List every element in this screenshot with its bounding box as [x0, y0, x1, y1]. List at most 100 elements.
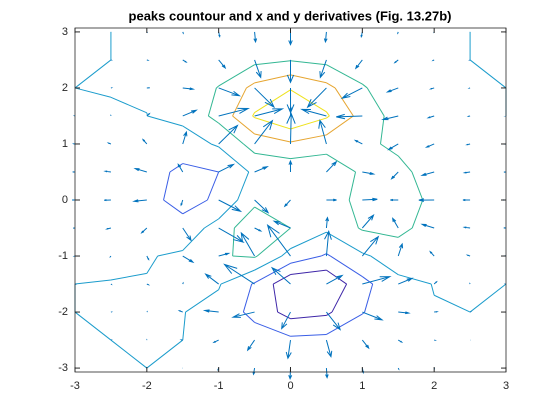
y-tick-label: 0 — [62, 194, 68, 206]
gradient-arrow — [300, 108, 327, 117]
gradient-arrow — [272, 220, 291, 229]
gradient-arrow — [182, 130, 188, 145]
y-tick-label: 1 — [62, 138, 68, 150]
y-tick-label: 3 — [62, 26, 68, 38]
contour-line — [252, 115, 255, 118]
contour-line — [237, 171, 250, 201]
gradient-arrow — [218, 107, 251, 117]
gradient-arrow — [325, 368, 329, 379]
contour-line — [348, 199, 359, 229]
gradient-arrow — [254, 165, 269, 173]
gradient-arrow — [140, 227, 148, 234]
contour-line — [326, 111, 330, 117]
gradient-arrow — [285, 339, 292, 360]
x-tick-label: 1 — [359, 380, 365, 392]
contour-line — [220, 269, 255, 285]
contour-line — [290, 74, 327, 84]
gradient-arrow — [281, 311, 291, 330]
gradient-arrow — [306, 87, 327, 109]
contour-line — [272, 283, 279, 313]
gradient-arrow — [252, 367, 256, 376]
contour-line — [290, 333, 327, 337]
gradient-arrow — [390, 198, 399, 202]
y-tick-label: 2 — [62, 82, 68, 94]
contour-line — [290, 117, 327, 130]
contour-line — [218, 199, 238, 220]
gradient-arrow — [387, 143, 399, 151]
contour-line — [326, 231, 363, 254]
contour-line — [277, 311, 291, 320]
gradient-arrow — [180, 199, 184, 207]
gradient-arrow — [146, 283, 151, 286]
contour-line — [320, 253, 327, 257]
gradient-arrow — [429, 250, 435, 257]
contour-line — [163, 199, 184, 215]
gradient-arrow — [340, 87, 363, 100]
y-tick-label: -3 — [58, 362, 68, 374]
y-tick-label: -2 — [58, 306, 68, 318]
contour-line — [185, 289, 219, 313]
contour-line — [218, 146, 250, 173]
contour-line — [411, 171, 424, 201]
contour-line — [232, 255, 255, 258]
gradient-arrow — [182, 87, 196, 91]
gradient-arrow — [288, 159, 293, 172]
contour-line — [242, 283, 253, 313]
contour-line — [216, 85, 219, 89]
gradient-arrow — [182, 255, 195, 264]
gradient-arrow — [212, 339, 219, 344]
gradient-arrow — [318, 119, 327, 145]
gradient-arrow — [103, 170, 111, 173]
gradient-arrow — [397, 339, 404, 343]
contour-line — [182, 227, 205, 251]
gradient-arrow — [323, 31, 328, 44]
contour-line — [206, 171, 220, 201]
gradient-arrow — [390, 171, 399, 180]
gradient-arrow — [424, 143, 435, 148]
gradient-arrow — [223, 263, 255, 285]
gradient-arrow — [286, 59, 295, 84]
gradient-arrow — [462, 226, 471, 229]
gradient-arrow — [218, 199, 243, 213]
gradient-arrow — [182, 31, 184, 35]
gradient-arrow — [398, 277, 414, 285]
contour-line — [254, 117, 291, 130]
contour-line — [146, 339, 184, 369]
gradient-arrow — [465, 254, 471, 257]
contour-line — [290, 153, 327, 160]
contour-line — [362, 252, 371, 257]
gradient-arrow — [146, 112, 151, 117]
y-tick-label: -1 — [58, 250, 68, 262]
gradient-arrow — [204, 273, 219, 285]
gradient-arrow — [254, 108, 285, 117]
gradient-arrow — [254, 227, 263, 232]
gradient-arrow — [182, 109, 198, 117]
contour-line — [254, 255, 258, 258]
gradient-arrow — [246, 339, 255, 352]
gradient-arrow — [182, 227, 192, 242]
gradient-arrow — [397, 31, 399, 35]
contour-line — [358, 227, 363, 231]
contour-line — [290, 134, 327, 143]
contour-line — [256, 227, 291, 257]
contour-line — [74, 311, 112, 341]
x-tick-label: 3 — [503, 380, 509, 392]
x-tick-label: 0 — [287, 380, 293, 392]
contour-line — [469, 283, 507, 313]
contour-line — [398, 274, 432, 285]
contour-line — [169, 163, 184, 173]
contour-line — [370, 255, 399, 276]
contour-line — [326, 82, 336, 89]
contour-line — [182, 312, 187, 341]
gradient-arrow — [326, 198, 337, 202]
gradient-arrow — [326, 160, 338, 173]
gradient-arrow — [326, 274, 344, 285]
contour-line — [232, 227, 235, 257]
contour-line — [290, 60, 327, 66]
gradient-arrow — [182, 59, 188, 63]
gradient-arrow — [381, 115, 399, 121]
contour-line — [254, 152, 291, 160]
gradient-arrow — [254, 119, 274, 145]
